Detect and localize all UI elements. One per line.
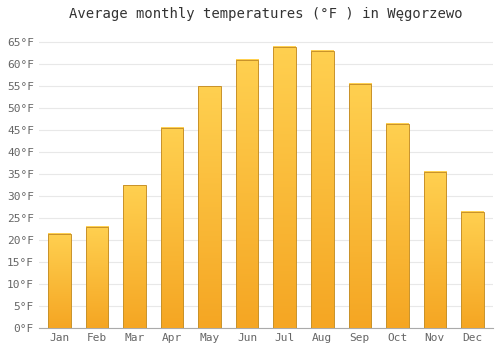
Title: Average monthly temperatures (°F ) in Węgorzewo: Average monthly temperatures (°F ) in Wę… — [69, 7, 462, 21]
Bar — [461, 212, 483, 328]
Bar — [198, 86, 221, 328]
Bar — [236, 60, 258, 328]
Bar — [48, 233, 70, 328]
Bar — [274, 47, 296, 328]
Bar — [86, 227, 108, 328]
Bar — [161, 128, 184, 328]
Bar — [386, 124, 408, 328]
Bar — [424, 172, 446, 328]
Bar — [124, 185, 146, 328]
Bar — [348, 84, 371, 328]
Bar — [311, 51, 334, 328]
